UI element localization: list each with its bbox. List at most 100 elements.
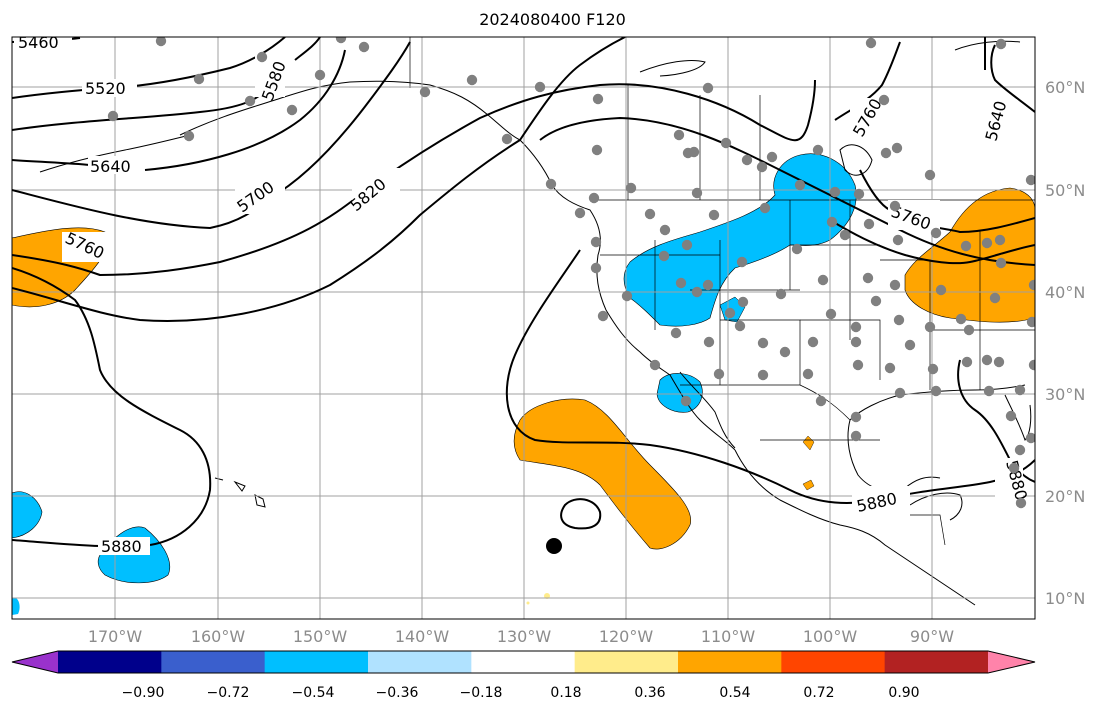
contour-labels: 5460 5520 5580 5640 5700 5760 5820 5760 …	[14, 33, 1031, 556]
station-dot	[930, 385, 942, 397]
station-dot	[863, 218, 875, 230]
station-dot	[1014, 384, 1026, 396]
station-dot	[591, 144, 603, 156]
contour-5880-east	[505, 249, 1035, 504]
station-dot	[501, 133, 513, 145]
station-dot	[659, 224, 671, 236]
station-dot	[702, 279, 714, 291]
station-dot	[625, 182, 637, 194]
station-dot	[691, 286, 703, 298]
station-dot	[680, 395, 692, 407]
station-dot	[590, 262, 602, 274]
station-dot	[703, 336, 715, 348]
station-dot	[193, 73, 205, 85]
lon-label: 160°W	[191, 627, 246, 646]
colorbar-tick-label: −0.90	[122, 685, 165, 701]
station-dot	[644, 208, 656, 220]
station-dot	[930, 227, 942, 239]
station-dot	[702, 82, 714, 94]
station-dot	[960, 240, 972, 252]
longitude-labels: 170°W 160°W 150°W 140°W 130°W 120°W 110°…	[88, 627, 954, 646]
station-dot	[734, 320, 746, 332]
station-dot	[244, 95, 256, 107]
lon-label: 100°W	[803, 627, 858, 646]
height-contours	[12, 37, 1035, 547]
station-dot	[621, 290, 633, 302]
station-dot	[853, 188, 865, 200]
lat-label: 30°N	[1045, 385, 1085, 404]
contour-label: 5520	[85, 79, 126, 98]
station-dot	[779, 346, 791, 358]
station-dot	[817, 274, 829, 286]
colorbar-segment	[678, 651, 782, 673]
station-dot	[1015, 497, 1027, 509]
contour-label: 5460	[18, 33, 59, 52]
station-dot	[891, 142, 903, 154]
station-dot	[870, 295, 882, 307]
positive-anomaly-area	[513, 398, 692, 550]
station-dot	[358, 41, 370, 53]
lon-label: 120°W	[599, 627, 654, 646]
contour-label: 5880	[101, 537, 142, 556]
lat-label: 60°N	[1045, 78, 1085, 97]
colorbar-segment	[58, 651, 162, 673]
station-dot	[850, 430, 862, 442]
station-dot	[963, 324, 975, 336]
contour-5880	[12, 267, 212, 547]
colorbar-extend-high	[988, 651, 1035, 673]
station-dot	[757, 337, 769, 349]
station-dot	[815, 395, 827, 407]
map-frame	[11, 36, 1036, 620]
station-dot	[892, 234, 904, 246]
station-dot	[880, 147, 892, 159]
station-dot	[708, 209, 720, 221]
positive-anomaly-area	[802, 479, 815, 491]
station-dot	[574, 207, 586, 219]
station-dot	[681, 239, 693, 251]
station-dot	[155, 37, 167, 47]
contour-label: 5640	[90, 157, 131, 176]
station-dot	[829, 186, 841, 198]
station-dot	[961, 356, 973, 368]
station-dot	[736, 256, 748, 268]
station-dot	[955, 313, 967, 325]
station-dot	[935, 284, 947, 296]
colorbar-tick-label: −0.36	[376, 685, 419, 701]
station-dot	[893, 314, 905, 326]
station-dot	[904, 339, 916, 351]
colorbar-tick-label: −0.72	[207, 685, 250, 701]
station-dot	[995, 38, 1007, 50]
station-dot	[286, 104, 298, 116]
map-title: 2024080400 F120	[479, 10, 626, 29]
colorbar-segment	[781, 651, 886, 673]
station-dot	[592, 93, 604, 105]
station-dot	[993, 356, 1005, 368]
station-dot	[852, 359, 864, 371]
station-dot	[1008, 462, 1020, 474]
station-dot	[839, 229, 851, 241]
station-dot	[720, 137, 732, 149]
station-dot	[889, 200, 901, 212]
station-dot	[1028, 359, 1035, 371]
lon-label: 170°W	[88, 627, 143, 646]
station-dot	[1026, 316, 1035, 328]
station-dot	[1014, 444, 1026, 456]
station-dot	[865, 37, 877, 49]
station-dot	[675, 277, 687, 289]
station-dot	[107, 110, 119, 122]
station-dot	[673, 129, 685, 141]
station-dot	[688, 146, 700, 158]
colorbar-tick-label: 0.72	[803, 685, 834, 701]
lat-label: 10°N	[1045, 589, 1085, 608]
colorbar-tick-label: 0.54	[719, 685, 750, 701]
station-dot	[691, 187, 703, 199]
colorbar-tick-label: 0.18	[550, 685, 581, 701]
station-dot	[545, 178, 557, 190]
colorbar-segment	[264, 651, 369, 673]
colorbar-outline	[11, 650, 1036, 674]
station-dot	[850, 411, 862, 423]
lon-label: 110°W	[701, 627, 756, 646]
lon-label: 150°W	[293, 627, 348, 646]
lat-label: 20°N	[1045, 487, 1085, 506]
